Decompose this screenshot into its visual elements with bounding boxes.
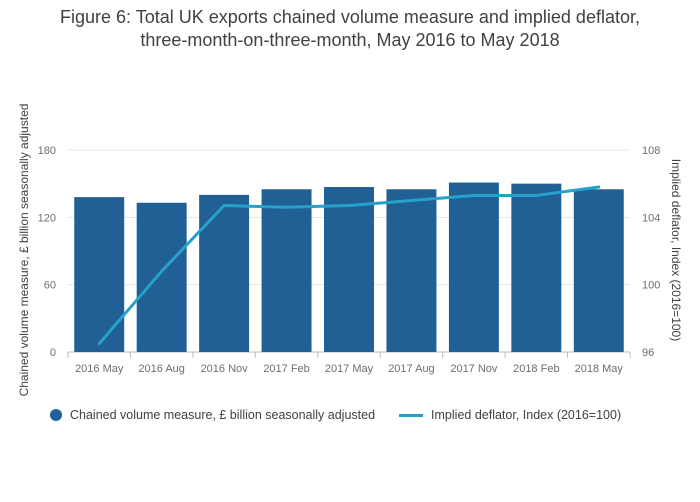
legend: Chained volume measure, £ billion season… [50,408,645,422]
x-tick-label-3: 2017 Feb [263,363,309,375]
y-axis-left-ticks: 0 60 120 180 [38,145,56,359]
bar-5 [386,189,437,352]
x-axis-ticks: 2016 May 2016 Aug 2016 Nov 2017 Feb 2017 May… [67,352,631,375]
deflator-point-3 [285,205,289,209]
bar-0 [74,197,125,352]
y2-tick-label-1: 100 [642,280,660,292]
bar-7 [511,183,562,352]
x-tick-label-5: 2017 Aug [388,363,435,375]
bar-6 [448,182,499,352]
y-axis-left-title: Chained volume measure, £ billion season… [17,104,31,397]
y2-tick-label-2: 104 [642,212,660,224]
bar-2 [199,194,250,352]
y-tick-label-1: 60 [44,280,56,292]
x-tick-label-1: 2016 Aug [138,363,185,375]
chart-title-line-1: Figure 6: Total UK exports chained volum… [60,7,640,27]
legend-marker-bars [50,409,62,421]
y-axis-right-ticks: 96 100 104 108 [642,145,660,359]
legend-item-line[interactable]: Implied deflator, Index (2016=100) [399,408,621,422]
deflator-point-0 [97,342,101,346]
x-tick-label-6: 2017 Nov [450,363,498,375]
legend-marker-line [399,413,424,417]
bar-3 [261,189,312,352]
x-tick-label-0: 2016 May [75,363,124,375]
chart-title-line-2: three-month-on-three-month, May 2016 to … [140,30,560,50]
y-tick-label-2: 120 [38,212,56,224]
y2-tick-label-3: 108 [642,145,660,157]
y-tick-label-0: 0 [50,347,56,359]
bar-8 [573,189,624,352]
x-tick-label-8: 2018 May [575,363,624,375]
deflator-point-7 [534,193,538,197]
x-tick-label-2: 2016 Nov [201,363,249,375]
legend-label-line: Implied deflator, Index (2016=100) [431,408,622,422]
deflator-point-4 [347,204,351,208]
line-series [97,185,601,346]
chart-title: Figure 6: Total UK exports chained volum… [0,6,700,52]
chart-area: 2016 May 2016 Aug 2016 Nov 2017 Feb 2017 May… [17,104,683,397]
x-tick-label-4: 2017 May [325,363,374,375]
y2-tick-label-0: 96 [642,347,654,359]
deflator-point-6 [472,193,476,197]
y-axis-right-title: Implied deflator, Index (2016=100) [669,159,683,341]
y-tick-label-3: 180 [38,145,56,157]
deflator-point-8 [597,185,601,189]
x-tick-label-7: 2018 Feb [513,363,559,375]
legend-label-bars: Chained volume measure, £ billion season… [70,408,376,422]
bar-1 [136,202,187,352]
deflator-point-2 [222,204,226,208]
bar-4 [324,187,374,352]
bar-series [74,182,624,352]
deflator-point-5 [409,199,413,202]
legend-item-bars[interactable]: Chained volume measure, £ billion season… [50,408,375,422]
deflator-point-1 [160,269,164,273]
